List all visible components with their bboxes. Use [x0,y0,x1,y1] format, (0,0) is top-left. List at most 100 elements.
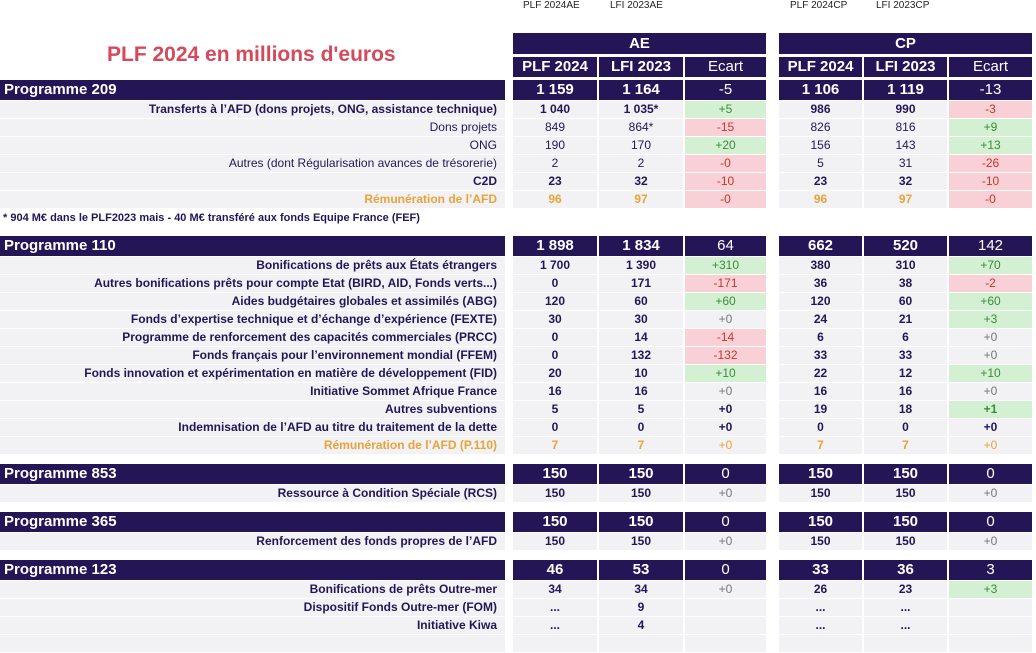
programme-value: 1 106 [779,80,862,100]
row-value: 33 [864,347,947,364]
row-value [864,635,947,652]
ecart-value: +70 [949,257,1032,274]
row-value: 171 [599,275,683,292]
row-value: 60 [864,293,947,310]
row-value: 0 [864,419,947,436]
row-label: Initiative Kiwa [0,617,505,634]
programme-value: 46 [513,560,597,580]
programme-value: 36 [864,560,947,580]
row-value: 1 040 [513,101,597,118]
programme-value: 1 159 [513,80,597,100]
table-row: Dispositif Fonds Outre-mer (FOM)... 9....… [0,599,1036,617]
ecart-value: -0 [949,191,1032,208]
row-label: Autres bonifications prêts pour compte E… [0,275,505,292]
ecart-value: +0 [949,383,1032,400]
ecart-value: +60 [685,293,766,310]
row-value: 30 [599,311,683,328]
programme-value: 142 [949,236,1032,256]
programme-value: 1 898 [513,236,597,256]
ecart-value: +3 [949,581,1032,598]
row-value: 990 [864,101,947,118]
row-value: 9 [599,599,683,616]
ecart-value: -14 [685,329,766,346]
programme-value: 150 [599,512,683,532]
row-value: 23 [864,581,947,598]
programme-value: 150 [864,464,947,484]
ecart-value [685,635,766,652]
programme-name: Programme 365 [0,512,505,532]
column-header: LFI 2023 [864,57,947,77]
row-value: 19 [779,401,862,418]
ecart-value: +0 [949,419,1032,436]
ecart-value: -15 [685,119,766,136]
row-value: 31 [864,155,947,172]
programme-value: 150 [513,464,597,484]
programme-value: 1 834 [599,236,683,256]
page-title: PLF 2024 en millions d'euros [107,43,396,66]
row-value: 16 [864,383,947,400]
top-label: LFI 2023AE [610,0,663,11]
programme-row: Programme 853 150 150 0 150 150 0 [0,464,1036,484]
ecart-value: +0 [949,533,1032,550]
ecart-value: +0 [949,437,1032,454]
row-label: Aides budgétaires globales et assimilés … [0,293,505,310]
programme-value: 64 [685,236,766,256]
programme-value: -13 [949,80,1032,100]
row-value: 170 [599,137,683,154]
row-label: Fonds français pour l’environnement mond… [0,347,505,364]
programme-value: 150 [513,512,597,532]
row-value: 150 [864,533,947,550]
ecart-value: +10 [949,365,1032,382]
row-value: 34 [599,581,683,598]
row-label: Initiative Sommet Afrique France [0,383,505,400]
row-label [0,635,505,652]
programme-value: 0 [949,464,1032,484]
row-value: 849 [513,119,597,136]
ecart-value: +3 [949,311,1032,328]
row-value: 0 [779,419,862,436]
ecart-value: +13 [949,137,1032,154]
row-value: 0 [599,419,683,436]
ecart-value: +0 [685,401,766,418]
programme-value: 150 [779,464,862,484]
row-value: 7 [599,437,683,454]
row-label: Programme de renforcement des capacités … [0,329,505,346]
ecart-value: -171 [685,275,766,292]
row-value: 150 [599,533,683,550]
top-label: PLF 2024AE [523,0,580,11]
table-row: Bonifications de prêts aux États étrange… [0,257,1036,275]
row-value: 986 [779,101,862,118]
row-value: 4 [599,617,683,634]
ecart-value: -132 [685,347,766,364]
row-value: 23 [779,173,862,190]
row-value [779,635,862,652]
row-value: 10 [599,365,683,382]
ecart-value: +310 [685,257,766,274]
row-value [599,635,683,652]
table-row: ONG 190 170 +20 156 143 +13 [0,137,1036,155]
programme-value: 0 [685,512,766,532]
row-value: 0 [513,275,597,292]
programme-value: 662 [779,236,862,256]
table-row: Aides budgétaires globales et assimilés … [0,293,1036,311]
footnote: * 904 M€ dans le PLF2023 mais - 40 M€ tr… [3,212,420,224]
row-value: 816 [864,119,947,136]
row-value: 7 [779,437,862,454]
row-value: 5 [779,155,862,172]
row-value: 30 [513,311,597,328]
table-row: Autres subventions 5 5 +0 19 18 +1 [0,401,1036,419]
row-value: 20 [513,365,597,382]
row-value: 16 [599,383,683,400]
row-value: 36 [779,275,862,292]
row-label: Fonds d’expertise technique et d’échange… [0,311,505,328]
top-label: LFI 2023CP [876,0,930,11]
group-header-ae: AE [513,33,766,54]
ecart-value: +0 [685,533,766,550]
row-value: 120 [779,293,862,310]
row-value: 16 [779,383,862,400]
table-row: Fonds français pour l’environnement mond… [0,347,1036,365]
ecart-value: +0 [685,311,766,328]
table-row: Autres bonifications prêts pour compte E… [0,275,1036,293]
row-value: 2 [599,155,683,172]
ecart-value: +5 [685,101,766,118]
